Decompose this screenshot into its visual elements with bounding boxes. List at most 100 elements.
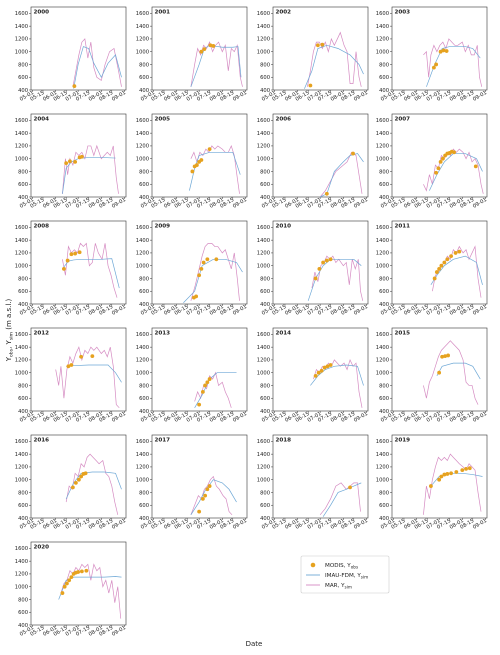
y-tick-label: 1000 — [15, 156, 28, 162]
modis-point — [73, 159, 78, 164]
y-tick-label: 1600 — [136, 332, 149, 338]
plot-area — [30, 327, 127, 412]
y-tick-label: 400 — [260, 88, 270, 94]
legend-modis-label-main: MODIS, Y — [325, 563, 351, 569]
modis-point — [324, 191, 329, 196]
x-tick-label: 09-01 — [111, 304, 127, 317]
modis-point — [203, 493, 208, 498]
modis-point — [64, 161, 69, 166]
modis-point — [84, 568, 89, 573]
modis-point — [464, 466, 468, 471]
y-tick-label: 600 — [139, 75, 149, 81]
modis-point — [76, 570, 81, 574]
modis-point — [325, 364, 330, 369]
y-tick-label: 600 — [260, 182, 270, 188]
panel-year-label: 2002 — [276, 10, 292, 16]
panel-year-label: 2013 — [155, 331, 171, 337]
legend-modis-label-sub: obs — [351, 564, 358, 569]
y-tick-label: 400 — [379, 195, 389, 201]
panel-2018: 400600800100012001400160005-0105-1506-01… — [257, 434, 369, 531]
plot-area — [151, 434, 248, 519]
modis-point — [194, 294, 199, 299]
panel-2013: 400600800100012001400160005-0105-1506-01… — [136, 327, 248, 424]
x-tick-label: 09-01 — [111, 90, 127, 103]
panel-year-label: 2008 — [34, 224, 50, 230]
modis-point — [207, 147, 212, 152]
x-tick-label: 09-01 — [472, 518, 488, 531]
y-tick-label: 1400 — [257, 345, 270, 351]
y-tick-label: 1400 — [15, 131, 28, 137]
panel-2020: 400600800100012001400160005-0105-1506-01… — [15, 541, 127, 638]
plot-area — [391, 327, 488, 412]
y-tick-label: 1000 — [136, 370, 149, 376]
modis-point — [441, 48, 446, 53]
modis-point — [214, 257, 219, 262]
y-tick-label: 1400 — [15, 559, 28, 565]
modis-point — [308, 83, 313, 88]
y-tick-label: 800 — [18, 597, 28, 603]
panel-year-label: 2015 — [395, 331, 411, 337]
modis-point — [70, 485, 75, 490]
y-tick-label: 1600 — [136, 11, 149, 17]
modis-point — [442, 260, 447, 265]
imau-fdm-line — [310, 364, 364, 386]
plot-area — [30, 541, 127, 626]
y-tick-label: 1600 — [15, 546, 28, 552]
y-tick-label: 600 — [379, 503, 389, 509]
y-tick-label: 400 — [18, 516, 28, 522]
panel-2004: 400600800100012001400160005-0105-1506-01… — [15, 113, 127, 210]
modis-point — [62, 584, 67, 589]
panel-year-label: 2010 — [276, 224, 292, 230]
imau-fdm-line — [189, 151, 241, 191]
modis-point — [434, 170, 439, 175]
modis-point — [440, 156, 445, 161]
x-tick-label: 09-01 — [232, 304, 248, 317]
y-tick-label: 600 — [139, 182, 149, 188]
y-tick-label: 800 — [260, 276, 270, 282]
y-tick-label: 1600 — [376, 332, 389, 338]
y-tick-label: 1600 — [257, 332, 270, 338]
modis-point — [197, 509, 202, 514]
plot-area — [272, 113, 369, 198]
modis-point — [194, 163, 199, 167]
imau-fdm-line — [62, 157, 116, 194]
y-tick-label: 600 — [379, 289, 389, 295]
plot-area — [151, 220, 248, 305]
x-tick-label: 09-01 — [472, 304, 488, 317]
panel-2015: 400600800100012001400160005-0105-1506-01… — [376, 327, 488, 424]
y-tick-label: 1400 — [257, 238, 270, 244]
modis-point — [79, 354, 84, 359]
modis-point — [76, 477, 81, 482]
y-axis-label-main: Y — [5, 356, 13, 362]
modis-point — [434, 62, 439, 67]
modis-point — [199, 266, 204, 271]
y-tick-label: 600 — [379, 75, 389, 81]
y-tick-label: 800 — [139, 62, 149, 68]
modis-point — [65, 258, 70, 263]
imau-fdm-line — [183, 258, 243, 303]
modis-point — [437, 266, 442, 271]
y-tick-label: 1600 — [257, 439, 270, 445]
y-tick-label: 1000 — [376, 263, 389, 269]
panel-2011: 400600800100012001400160005-0105-1506-01… — [376, 220, 488, 317]
y-tick-label: 400 — [379, 516, 389, 522]
modis-point — [69, 575, 74, 580]
modis-point — [205, 257, 210, 262]
y-tick-label: 1200 — [15, 358, 28, 364]
y-tick-label: 400 — [18, 623, 28, 629]
mar-line — [55, 346, 120, 409]
y-tick-label: 1200 — [376, 465, 389, 471]
y-tick-label: 400 — [260, 302, 270, 308]
legend-mar-label-sub: sim — [345, 584, 352, 589]
imau-fdm-line — [58, 576, 122, 600]
modis-point — [197, 273, 202, 278]
y-tick-label: 800 — [379, 169, 389, 175]
panel-2001: 400600800100012001400160005-0105-1506-01… — [136, 6, 248, 103]
modis-point — [72, 84, 77, 89]
x-tick-label: 09-01 — [111, 625, 127, 638]
panel-2000: 400600800100012001400160005-0105-1506-01… — [15, 6, 127, 103]
imau-fdm-line — [436, 362, 481, 380]
y-tick-label: 800 — [260, 62, 270, 68]
plot-area — [30, 6, 127, 91]
x-tick-label: 09-01 — [232, 411, 248, 424]
